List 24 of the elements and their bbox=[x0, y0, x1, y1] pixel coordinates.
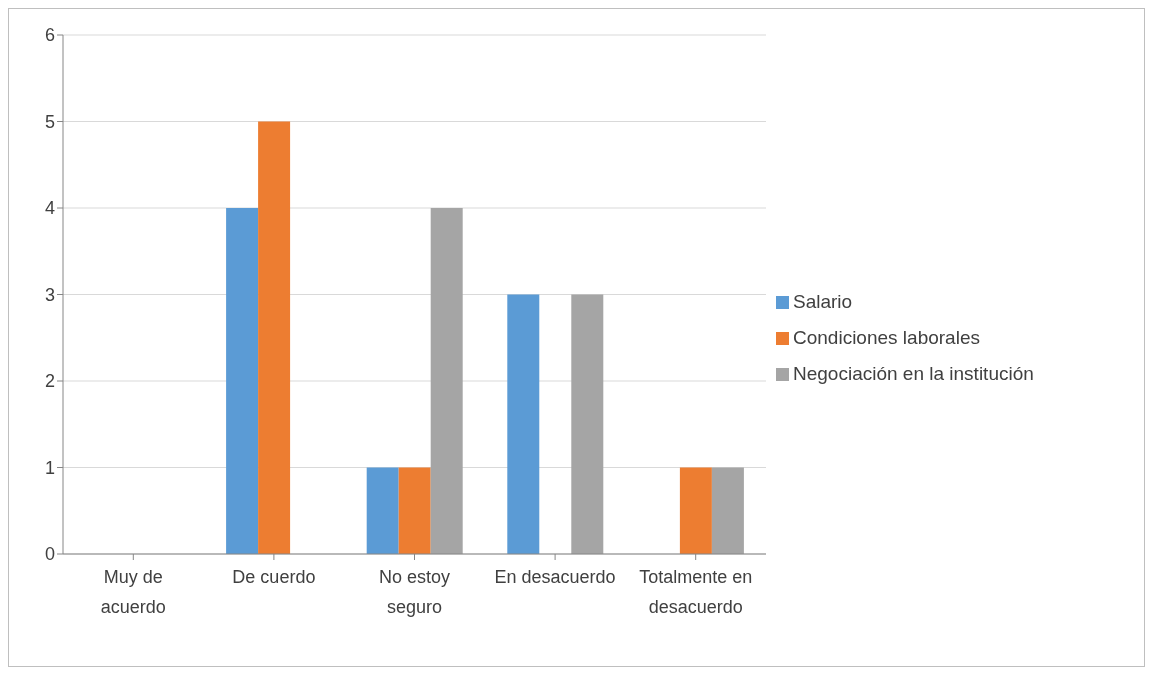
y-tick-label: 5 bbox=[44, 111, 55, 132]
x-tick-label: No estoy seguro bbox=[378, 566, 451, 617]
x-tick-label: De cuerdo bbox=[232, 566, 316, 587]
x-tick-label: Muy de acuerdo bbox=[100, 566, 166, 617]
y-tick-label: 3 bbox=[44, 284, 55, 305]
bar bbox=[507, 294, 540, 554]
legend-label: Negociación en la institución bbox=[793, 362, 1034, 384]
y-tick-label: 2 bbox=[44, 371, 55, 392]
bar bbox=[226, 208, 259, 554]
legend-label: Condiciones laborales bbox=[793, 326, 980, 348]
y-tick-label: 4 bbox=[44, 198, 55, 219]
y-tick-label: 6 bbox=[44, 25, 55, 46]
bar bbox=[258, 121, 291, 554]
y-tick-label: 0 bbox=[44, 544, 55, 565]
bar bbox=[711, 467, 744, 554]
x-tick-label: En desacuerdo bbox=[494, 566, 616, 587]
x-tick-label: Totalmente en desacuerdo bbox=[639, 566, 753, 617]
bar bbox=[571, 294, 604, 554]
bar bbox=[679, 467, 712, 554]
bar bbox=[398, 467, 431, 554]
legend-label: Salario bbox=[793, 290, 853, 312]
bar bbox=[366, 467, 399, 554]
y-tick-label: 1 bbox=[44, 457, 55, 478]
bar bbox=[430, 208, 463, 554]
